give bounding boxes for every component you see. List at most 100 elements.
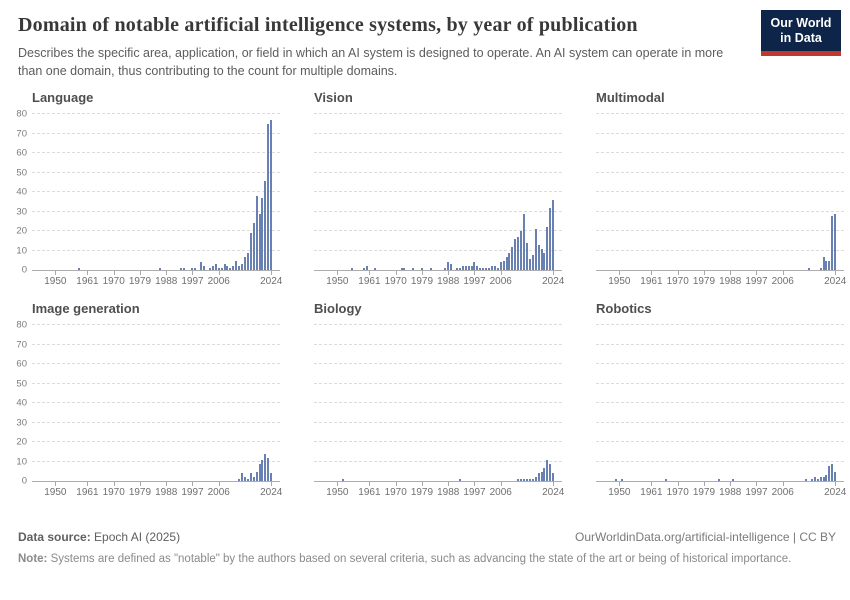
bar[interactable]	[458, 479, 461, 482]
bar[interactable]	[523, 479, 526, 482]
bar[interactable]	[235, 260, 238, 271]
bar[interactable]	[258, 213, 261, 271]
bar[interactable]	[342, 479, 345, 482]
bar[interactable]	[270, 120, 273, 271]
bar[interactable]	[223, 264, 226, 271]
bar[interactable]	[499, 262, 502, 271]
bar[interactable]	[246, 479, 249, 482]
bar[interactable]	[549, 463, 552, 482]
bar[interactable]	[665, 479, 668, 482]
bar[interactable]	[810, 479, 813, 482]
bar[interactable]	[159, 268, 162, 271]
bar[interactable]	[241, 264, 244, 271]
bar[interactable]	[517, 479, 520, 482]
bar[interactable]	[255, 471, 258, 482]
bar[interactable]	[485, 268, 488, 271]
bar[interactable]	[807, 268, 810, 271]
bar[interactable]	[179, 268, 182, 271]
bar[interactable]	[252, 477, 255, 482]
bar[interactable]	[834, 471, 837, 482]
bar[interactable]	[450, 264, 453, 271]
bar[interactable]	[479, 268, 482, 271]
bar[interactable]	[208, 268, 211, 271]
bar[interactable]	[534, 229, 537, 271]
bar[interactable]	[420, 268, 423, 271]
bar[interactable]	[537, 473, 540, 482]
bar[interactable]	[482, 268, 485, 271]
bar[interactable]	[403, 268, 406, 271]
bar[interactable]	[261, 198, 264, 271]
credit-link[interactable]: OurWorldinData.org/artificial-intelligen…	[575, 530, 836, 544]
bar[interactable]	[447, 262, 450, 271]
bar[interactable]	[252, 223, 255, 271]
bar[interactable]	[531, 479, 534, 482]
bar[interactable]	[211, 266, 214, 271]
bar[interactable]	[476, 266, 479, 271]
bar[interactable]	[552, 200, 555, 271]
bar[interactable]	[543, 252, 546, 271]
bar[interactable]	[374, 268, 377, 271]
bar[interactable]	[226, 266, 229, 271]
bar[interactable]	[528, 479, 531, 482]
bar[interactable]	[243, 477, 246, 482]
bar[interactable]	[182, 268, 185, 271]
bar[interactable]	[220, 268, 223, 271]
bar[interactable]	[461, 266, 464, 271]
bar[interactable]	[822, 256, 825, 271]
bar[interactable]	[732, 479, 735, 482]
bar[interactable]	[200, 262, 203, 271]
bar[interactable]	[429, 268, 432, 271]
bar[interactable]	[241, 473, 244, 482]
bar[interactable]	[470, 266, 473, 271]
bar[interactable]	[191, 268, 194, 271]
bar[interactable]	[270, 473, 273, 482]
bar[interactable]	[255, 196, 258, 271]
bar[interactable]	[831, 463, 834, 482]
bar[interactable]	[229, 268, 232, 271]
bar[interactable]	[232, 266, 235, 271]
bar[interactable]	[828, 260, 831, 271]
bar[interactable]	[464, 266, 467, 271]
bar[interactable]	[520, 231, 523, 271]
bar[interactable]	[264, 453, 267, 482]
bar[interactable]	[493, 266, 496, 271]
bar[interactable]	[264, 180, 267, 271]
bar[interactable]	[400, 268, 403, 271]
bar[interactable]	[549, 207, 552, 271]
owid-logo[interactable]: Our World in Data	[761, 10, 841, 56]
bar[interactable]	[525, 242, 528, 271]
bar[interactable]	[238, 479, 241, 482]
bar[interactable]	[615, 479, 618, 482]
bar[interactable]	[511, 246, 514, 271]
bar[interactable]	[249, 473, 252, 482]
bar[interactable]	[249, 233, 252, 271]
bar[interactable]	[816, 479, 819, 482]
bar[interactable]	[258, 463, 261, 482]
bar[interactable]	[543, 467, 546, 482]
bar[interactable]	[531, 254, 534, 271]
bar[interactable]	[514, 239, 517, 271]
bar[interactable]	[467, 266, 470, 271]
bar[interactable]	[537, 244, 540, 271]
bar[interactable]	[831, 215, 834, 271]
bar[interactable]	[455, 268, 458, 271]
bar[interactable]	[525, 479, 528, 482]
bar[interactable]	[243, 256, 246, 271]
bar[interactable]	[203, 266, 206, 271]
bar[interactable]	[444, 268, 447, 271]
bar[interactable]	[488, 268, 491, 271]
bar[interactable]	[813, 477, 816, 482]
bar[interactable]	[261, 459, 264, 482]
bar[interactable]	[473, 262, 476, 271]
bar[interactable]	[552, 473, 555, 482]
bar[interactable]	[490, 266, 493, 271]
bar[interactable]	[819, 477, 822, 482]
bar[interactable]	[540, 248, 543, 271]
bar[interactable]	[717, 479, 720, 482]
bar[interactable]	[805, 479, 808, 482]
bar[interactable]	[520, 479, 523, 482]
data-source[interactable]: Data source: Epoch AI (2025)	[18, 530, 180, 544]
bar[interactable]	[834, 213, 837, 271]
bar[interactable]	[517, 237, 520, 271]
bar[interactable]	[540, 471, 543, 482]
